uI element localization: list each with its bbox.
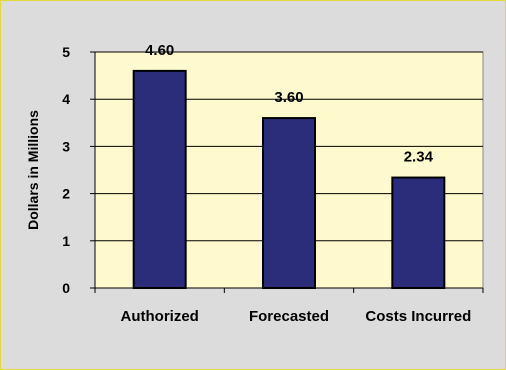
y-tick-label: 2 bbox=[62, 186, 70, 202]
bars bbox=[132, 69, 446, 289]
x-category-label: Forecasted bbox=[249, 308, 329, 325]
y-tick-label: 3 bbox=[62, 138, 70, 154]
data-label: 4.60 bbox=[145, 42, 174, 59]
x-category-label: Costs Incurred bbox=[365, 308, 471, 325]
y-tick-label: 4 bbox=[62, 91, 70, 107]
data-labels: 4.60 3.60 2.34 bbox=[145, 42, 434, 166]
y-axis-title: Dollars in Millions bbox=[25, 110, 41, 230]
data-label: 2.34 bbox=[404, 149, 434, 166]
y-tick-label: 1 bbox=[62, 233, 70, 249]
data-label: 3.60 bbox=[274, 89, 303, 106]
bar-costs-incurred bbox=[391, 176, 446, 289]
x-category-label: Authorized bbox=[121, 308, 199, 325]
bar-authorized bbox=[132, 69, 187, 289]
x-axis-categories: Authorized Forecasted Costs Incurred bbox=[94, 288, 484, 325]
y-tick-label: 5 bbox=[62, 44, 70, 60]
y-axis-ticks: 0 1 2 3 4 5 bbox=[62, 44, 95, 296]
y-tick-label: 0 bbox=[62, 280, 70, 296]
bar-forecasted bbox=[262, 117, 316, 289]
